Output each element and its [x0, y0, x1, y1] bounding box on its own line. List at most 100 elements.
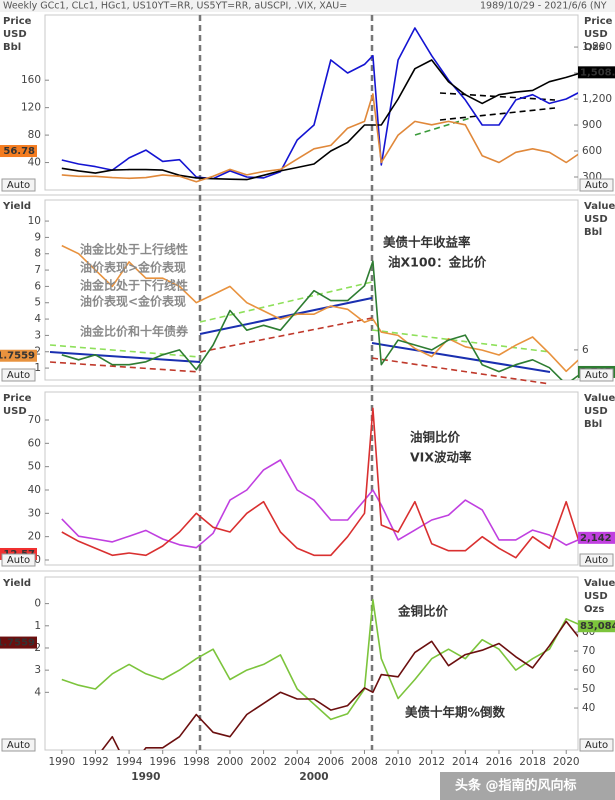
last-value-box — [0, 349, 37, 362]
annotation: 油价表现<金价表现 — [80, 294, 186, 309]
auto-button-right[interactable] — [579, 553, 614, 567]
x-tick-label: 2010 — [385, 756, 412, 768]
y2-axis-title: Ozs — [584, 42, 604, 53]
auto-button-left-label[interactable]: Auto — [7, 180, 30, 191]
annotation: 油金比处于上行线性 — [80, 242, 188, 257]
auto-button-right-label[interactable]: Auto — [585, 370, 608, 381]
annotation: 油金比处于下行线性 — [80, 278, 188, 293]
y-axis-title: Yield — [2, 578, 31, 589]
header-range: 1989/10/29 - 2021/6/6 (NY — [480, 1, 607, 12]
header-title: Weekly GCc1, CLc1, HGc1, US10YT=RR, US5Y… — [3, 1, 347, 12]
auto-button-left-label[interactable]: Auto — [7, 370, 30, 381]
last-value-box — [578, 620, 615, 633]
y-axis-title: Price — [3, 16, 32, 27]
last-value-label: 83,084 — [580, 621, 615, 632]
auto-button-left-label[interactable]: Auto — [7, 740, 30, 751]
auto-button-left-label[interactable]: Auto — [7, 555, 30, 566]
y2-axis-title: USD — [584, 214, 608, 225]
x-tick-label: 2012 — [418, 756, 445, 768]
auto-button-right-label[interactable]: Auto — [585, 180, 608, 191]
series-line — [61, 59, 578, 181]
x-tick-label: 2014 — [452, 756, 479, 768]
series-label: VIX波动率 — [410, 450, 472, 465]
y2-axis-title: Price — [584, 16, 613, 27]
trend-lines — [49, 92, 556, 385]
y-tick-label: 2 — [34, 346, 41, 358]
last-value-label: 1.7559 — [0, 638, 35, 649]
auto-button-left[interactable] — [1, 178, 36, 192]
auto-button-left[interactable] — [1, 368, 36, 382]
y-tick-label: 70 — [28, 414, 41, 426]
series-label: 美债十年收益率 — [383, 235, 471, 250]
y-tick-label: 160 — [21, 74, 41, 86]
y-axis-title: Price — [3, 393, 32, 404]
x-tick-label: 2002 — [250, 756, 277, 768]
last-value-box — [578, 66, 615, 79]
y2-axis-title: Bbl — [584, 419, 602, 430]
y2-tick-label: 40 — [582, 702, 595, 714]
panel-frames — [0, 14, 615, 751]
auto-button-right[interactable] — [579, 368, 614, 382]
y2-tick-label: 1,200 — [582, 93, 612, 105]
header-bar — [0, 0, 615, 12]
auto-button-right-label[interactable]: Auto — [585, 555, 608, 566]
series-line — [61, 244, 578, 373]
x-decade-label: 1990 — [131, 771, 160, 783]
x-tick-label: 2006 — [317, 756, 344, 768]
auto-button-left[interactable] — [1, 553, 36, 567]
y2-axis-title: USD — [584, 406, 608, 417]
y-tick-label: 120 — [21, 102, 41, 114]
y-tick-label: 30 — [28, 507, 41, 519]
x-tick-label: 2008 — [351, 756, 378, 768]
auto-button-right[interactable] — [579, 738, 614, 752]
series-label: 油X100：金比价 — [388, 255, 487, 270]
x-tick-label: 2020 — [553, 756, 580, 768]
y-tick-label: 0 — [34, 598, 41, 610]
y-tick-label: 2 — [34, 642, 41, 654]
y2-tick-label: 70 — [582, 645, 595, 657]
series-line — [61, 27, 578, 180]
plot-area — [61, 407, 578, 559]
y2-tick-label: 900 — [582, 119, 602, 131]
series-line — [101, 620, 578, 750]
last-value-label: 1,508.2 — [580, 67, 615, 78]
x-tick-label: 2018 — [519, 756, 546, 768]
y-axis-title: USD — [3, 29, 27, 40]
y-tick-label: 20 — [28, 531, 41, 543]
auto-button-right[interactable] — [579, 178, 614, 192]
series-line — [61, 260, 578, 380]
y2-tick-label: 1,800 — [582, 41, 612, 53]
x-tick-label: 2000 — [217, 756, 244, 768]
y2-tick-label: 50 — [582, 683, 595, 695]
last-value-label: 56.78 — [3, 146, 35, 157]
y-tick-label: 1 — [34, 620, 41, 632]
x-tick-label: 2016 — [486, 756, 513, 768]
series-line — [61, 599, 578, 721]
last-value-label: 1.7559 — [0, 351, 35, 362]
y-tick-label: 5 — [34, 297, 41, 309]
y2-axis-title: Ozs — [584, 604, 604, 615]
y2-tick-label: 6 — [582, 344, 589, 356]
y2-axis-title: USD — [584, 29, 608, 40]
auto-button-left[interactable] — [1, 738, 36, 752]
y-tick-label: 6 — [34, 280, 41, 292]
last-value-box — [578, 531, 615, 544]
y-axis-title: USD — [3, 406, 27, 417]
x-tick-label: 1996 — [149, 756, 176, 768]
x-tick-label: 2004 — [284, 756, 311, 768]
x-tick-label: 1990 — [48, 756, 75, 768]
y2-axis-title: USD — [584, 591, 608, 602]
y-tick-label: 40 — [28, 484, 41, 496]
last-value-label: 2,142 — [580, 533, 612, 544]
y-tick-label: 60 — [28, 437, 41, 449]
last-value-box — [0, 145, 37, 158]
series-label: 金铜比价 — [397, 604, 449, 619]
auto-button-right-label[interactable]: Auto — [585, 740, 608, 751]
y2-axis-title: Value — [584, 201, 615, 212]
y2-tick-label: 600 — [582, 145, 602, 157]
y-tick-label: 8 — [34, 248, 41, 260]
y2-axis-title: Value — [584, 393, 615, 404]
plot-area — [61, 244, 578, 380]
x-tick-label: 1998 — [183, 756, 210, 768]
x-decade-label: 2000 — [299, 771, 328, 783]
